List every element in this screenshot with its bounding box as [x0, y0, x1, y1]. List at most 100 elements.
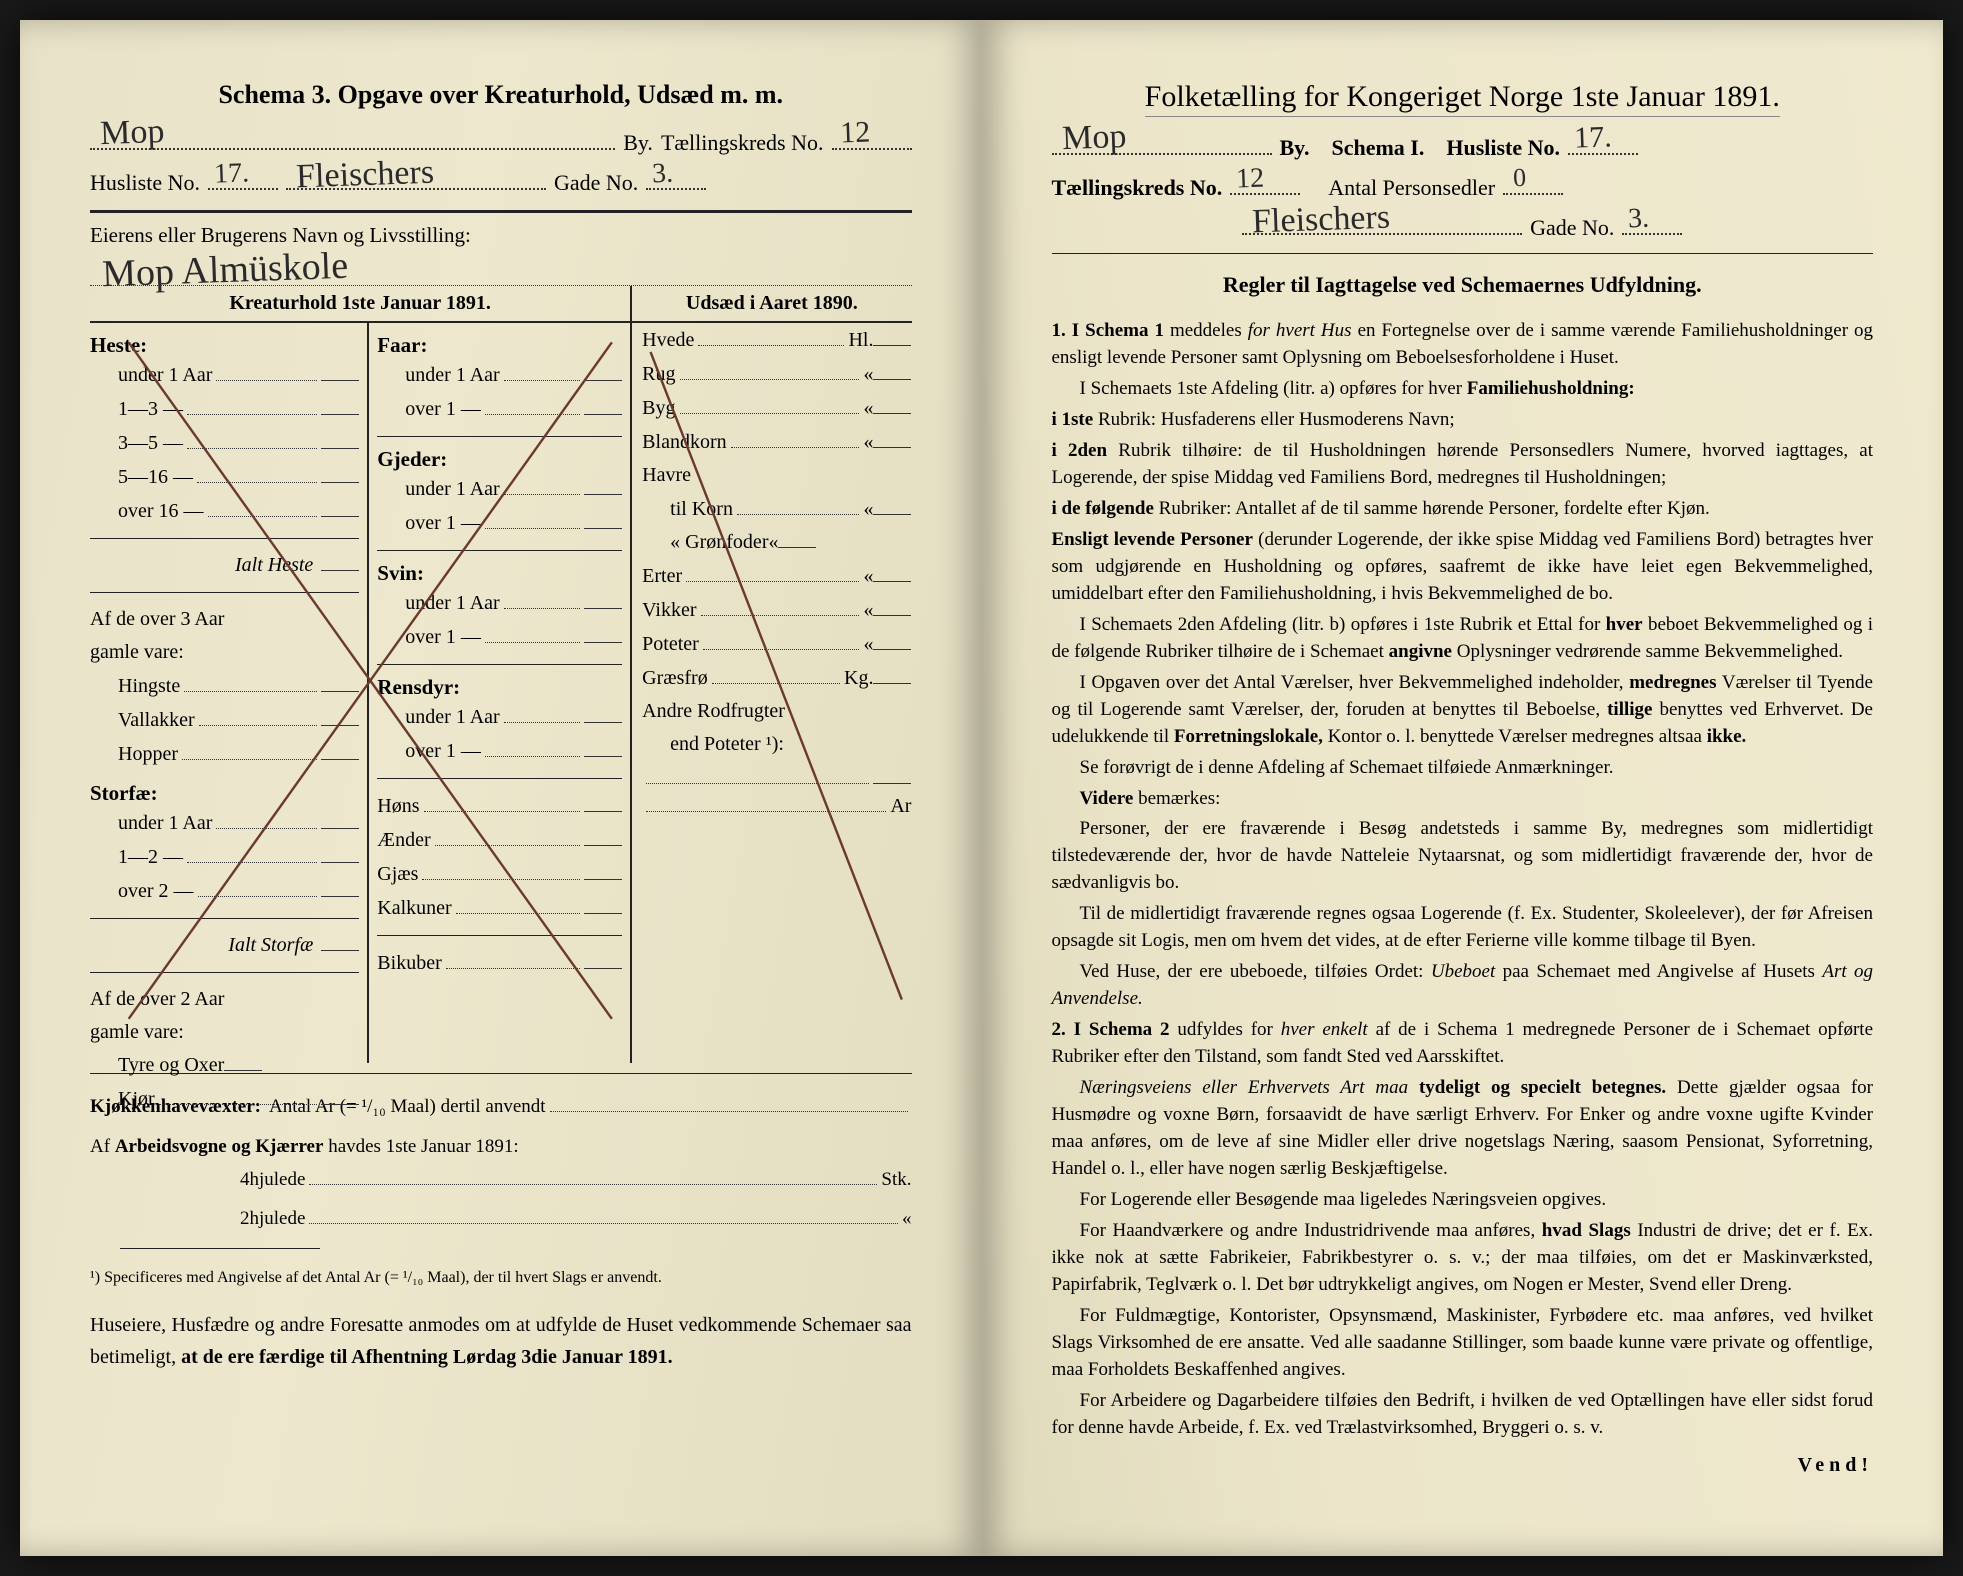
gamle2: gamle vare:	[90, 1021, 184, 1044]
gade-name-hand: Fleischers	[296, 154, 435, 197]
foot-rule	[120, 1248, 320, 1249]
af-label: Af	[90, 1136, 110, 1157]
pot-unit: «	[863, 633, 873, 656]
page-left: Schema 3. Opgave over Kreaturhold, Udsæd…	[20, 20, 982, 1556]
hjul4-unit: Stk.	[881, 1166, 911, 1195]
endpot: end Poteter ¹):	[670, 733, 784, 756]
hvede-unit: Hl.	[848, 329, 873, 352]
vikker: Vikker	[642, 599, 696, 622]
heste-o16: over 16 —	[118, 500, 204, 523]
p3b: Rubrik: Husfaderens eller Husmoderens Na…	[1098, 409, 1455, 430]
heste-13: 1—3 —	[118, 398, 183, 421]
p14a: 2. I Schema 2	[1052, 1019, 1170, 1040]
tk-hand: 12	[839, 115, 870, 150]
schema3-title: Schema 3. Opgave over Kreaturhold, Udsæd…	[90, 80, 912, 110]
p12: Til de midlertidigt fraværende regnes og…	[1052, 901, 1874, 955]
blandkorn: Blandkorn	[642, 431, 726, 454]
rules-head: Regler til Iagttagelse ved Schemaernes U…	[1052, 272, 1874, 298]
ialt-heste: Ialt Heste	[235, 554, 313, 577]
heste-u1: under 1 Aar	[118, 364, 212, 387]
r-line3: Fleischers Gade No. 3.	[1052, 213, 1874, 241]
aender: Ænder	[377, 829, 430, 852]
p5a: i de følgende	[1052, 498, 1154, 519]
schema3-subtitle: Opgave over Kreaturhold, Udsæd m. m.	[338, 80, 783, 109]
husliste-label: Husliste No.	[90, 170, 200, 196]
gjaes: Gjæs	[377, 863, 418, 886]
faar-u1: under 1 Aar	[405, 364, 499, 387]
rens-o1: over 1 —	[405, 740, 481, 763]
stor-12: 1—2 —	[118, 846, 183, 869]
tk-unit: «	[863, 498, 873, 521]
p13b: Ubeboet	[1431, 961, 1495, 982]
arbeids-date: havdes 1ste Januar 1891:	[328, 1136, 518, 1157]
heste-head: Heste:	[90, 333, 359, 358]
closing-text: Huseiere, Husfædre og andre Foresatte an…	[90, 1309, 912, 1373]
r-by: By.	[1280, 135, 1310, 161]
p17b: hvad Slags	[1542, 1220, 1631, 1241]
svin-head: Svin:	[377, 561, 622, 586]
p18: For Fuldmægtige, Kontorister, Opsynsmænd…	[1052, 1303, 1874, 1384]
poteter: Poteter	[642, 633, 699, 656]
census-title: Folketælling for Kongeriget Norge 1ste J…	[1145, 80, 1780, 117]
tyre: Tyre og Oxer	[118, 1054, 224, 1077]
r-gade-label: Gade No.	[1530, 215, 1614, 241]
r-gadeno-hand: 3.	[1628, 203, 1650, 236]
gamle: gamle vare:	[90, 641, 184, 664]
p2a: I Schemaets 1ste Afdeling (litr. a) opfø…	[1080, 378, 1463, 399]
r-line1: Mop By. Schema I. Husliste No. 17.	[1052, 133, 1874, 161]
r-antal-label: Antal Personsedler	[1328, 175, 1495, 201]
byg-unit: «	[863, 397, 873, 420]
r-husliste-hand: 17.	[1574, 120, 1613, 155]
byg: Byg	[642, 397, 675, 420]
head-udsaed: Udsæd i Aaret 1890.	[632, 286, 911, 321]
p7b: hver	[1606, 614, 1643, 635]
p13c: paa Schemaet med Angivelse af Husets	[1503, 961, 1815, 982]
kjor: Kjør	[118, 1088, 155, 1111]
gade-label: Gade No.	[554, 170, 638, 196]
p15a: Næringsveiens eller Erhvervets Art maa	[1080, 1077, 1409, 1098]
gronfoder: « Grønfoder	[670, 531, 768, 554]
r-rule	[1052, 253, 1874, 254]
hjul4: 4hjulede	[240, 1166, 305, 1195]
r-line2: Tællingskreds No. 12 Antal Personsedler …	[1052, 173, 1874, 201]
p14c: hver enkelt	[1281, 1019, 1368, 1040]
p7: I Schemaets 2den Afdeling (litr. b) opfø…	[1080, 614, 1601, 635]
col-heste-storfae: Heste: under 1 Aar 1—3 — 3—5 — 5—16 — ov…	[90, 323, 369, 1063]
rens-u1: under 1 Aar	[405, 706, 499, 729]
ialt-stor: Ialt Storfæ	[228, 934, 313, 957]
gf-unit: «	[768, 531, 778, 554]
p10a: Videre	[1080, 788, 1134, 809]
closing-b: at de ere færdige til Afhentning	[181, 1346, 448, 1368]
vallakker: Vallakker	[118, 709, 195, 732]
hons: Høns	[377, 795, 419, 818]
bikuber: Bikuber	[377, 952, 441, 975]
hjul2: 2hjulede	[240, 1205, 305, 1234]
ar-unit: Ar	[890, 795, 911, 818]
hjul2-unit: «	[902, 1205, 912, 1234]
p16: For Logerende eller Besøgende maa ligele…	[1052, 1187, 1874, 1214]
gjeder-head: Gjeder:	[377, 447, 622, 472]
rug: Rug	[642, 363, 675, 386]
hopper: Hopper	[118, 743, 178, 766]
heste-516: 5—16 —	[118, 466, 193, 489]
p8b: medregnes	[1629, 672, 1716, 693]
city-handwritten: Mop	[99, 113, 165, 153]
p1c: for hvert Hus	[1248, 320, 1352, 341]
schema3-number: Schema 3.	[218, 80, 331, 109]
owner-label: Eierens eller Brugerens Navn og Livsstil…	[90, 223, 912, 248]
graesfro: Græsfrø	[642, 667, 708, 690]
p10b: bemærkes:	[1138, 788, 1220, 809]
p1a: 1. I Schema 1	[1052, 320, 1164, 341]
rug-unit: «	[863, 363, 873, 386]
af2: Af de over 2 Aar	[90, 988, 224, 1011]
owner-line: Mop Almüskole	[90, 252, 912, 286]
gjeder-o1: over 1 —	[405, 512, 481, 535]
p3a: i 1ste	[1052, 409, 1094, 430]
line-city: Mop By. Tællingskreds No. 12	[90, 128, 912, 156]
husliste-hand: 17.	[214, 157, 250, 190]
p5b: Rubriker: Antallet af de til samme høren…	[1159, 498, 1710, 519]
r-antal-hand: 0	[1513, 163, 1527, 193]
vend: Vend!	[1052, 1454, 1874, 1477]
r-city-hand: Mop	[1061, 118, 1127, 158]
erter: Erter	[642, 565, 682, 588]
